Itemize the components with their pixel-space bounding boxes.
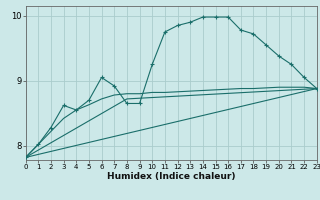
X-axis label: Humidex (Indice chaleur): Humidex (Indice chaleur) <box>107 172 236 181</box>
